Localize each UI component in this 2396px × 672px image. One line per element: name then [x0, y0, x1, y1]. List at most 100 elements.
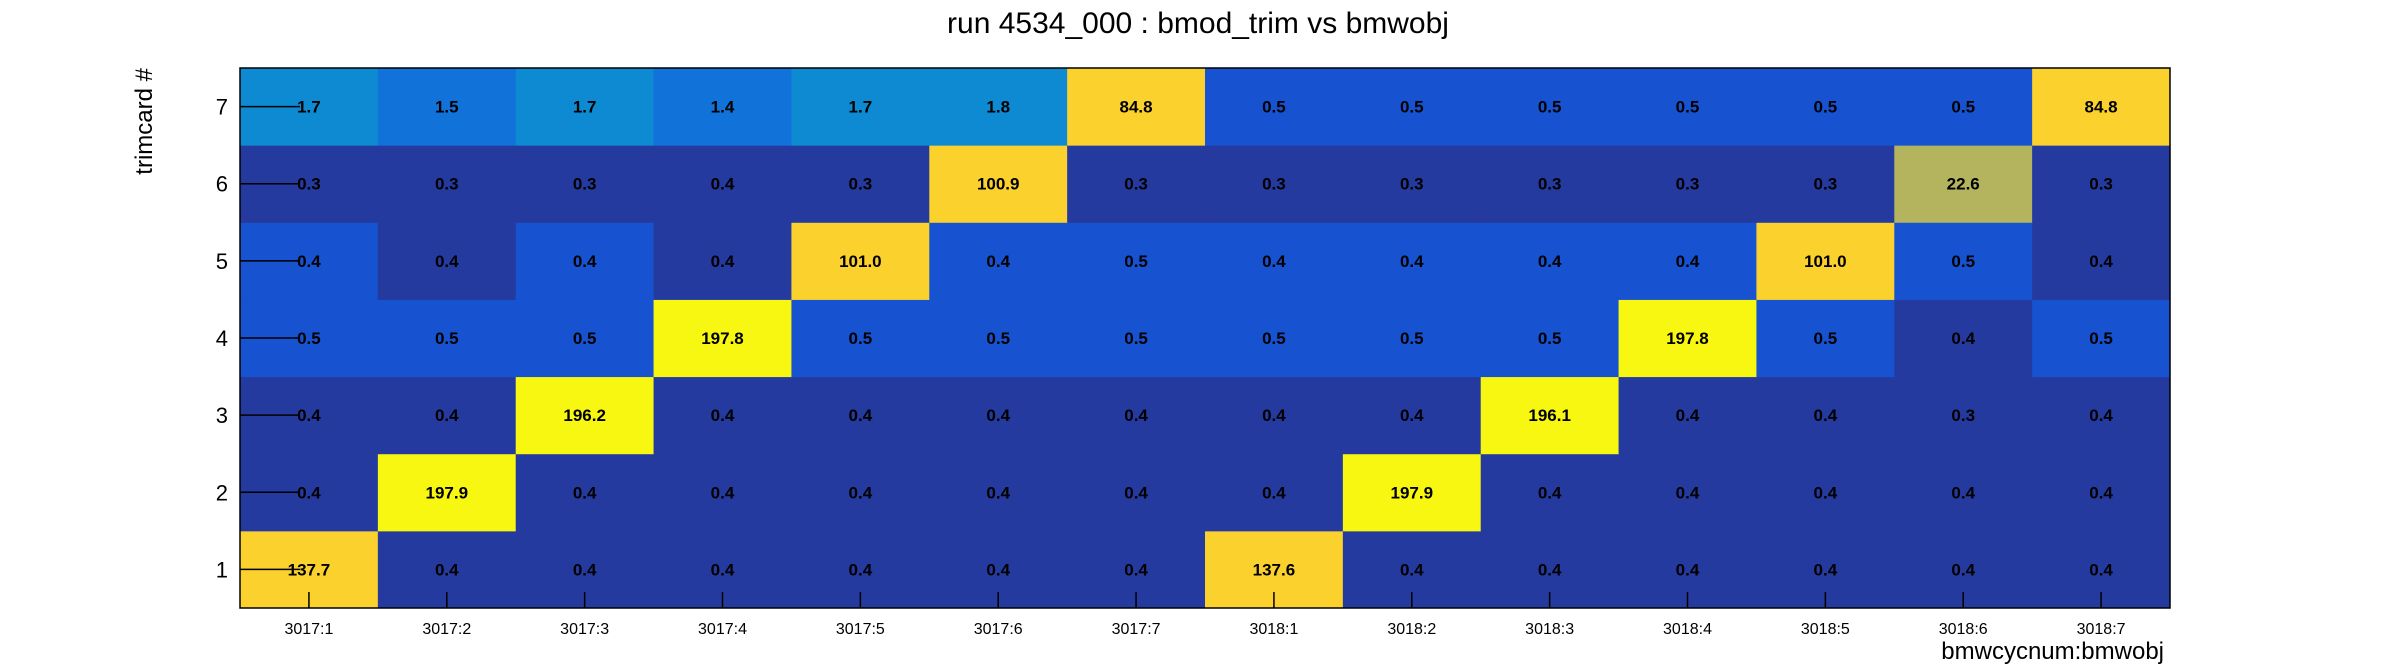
cell-value-label: 0.4 — [711, 560, 735, 579]
cell-value-label: 0.5 — [435, 329, 459, 348]
x-tick-label: 3018:1 — [1249, 621, 1298, 638]
heatmap-cell — [1756, 299, 1895, 378]
heatmap-cell — [1480, 299, 1620, 378]
heatmap-cell — [1480, 68, 1620, 146]
heatmap-cell — [653, 222, 792, 300]
cell-value-label: 0.5 — [986, 329, 1010, 348]
heatmap-cell — [1480, 376, 1620, 455]
x-tick-label: 3017:6 — [974, 621, 1023, 638]
x-tick-label: 3018:7 — [2077, 621, 2126, 638]
axes: 1 2 3 4 5 6 7 3017:1 3017:2 3017:3 3017:4 3017:5 301… — [216, 95, 2126, 638]
cell-value-label: 0.4 — [1262, 483, 1286, 502]
heatmap-cell — [377, 145, 517, 223]
heatmap-cell — [929, 453, 1068, 532]
cell-value-label: 0.4 — [297, 483, 321, 502]
heatmap-cell — [2032, 68, 2171, 146]
cell-value-label: 0.4 — [1814, 560, 1838, 579]
cell-value-label: 0.3 — [435, 175, 459, 194]
cell-value-label: 0.5 — [1814, 98, 1838, 117]
heatmap-cells — [240, 68, 2171, 609]
cell-value-labels: 137.7 0.4 0.4 0.4 0.4 0.4 0.4 137.6 0.4 0.4 0.4 0.4… — [288, 98, 2118, 580]
x-tick-label: 3018:4 — [1663, 621, 1712, 638]
x-tick-label: 3017:4 — [698, 621, 747, 638]
cell-value-label: 0.5 — [1400, 329, 1424, 348]
cell-value-label: 0.4 — [297, 252, 321, 271]
cell-value-label: 0.4 — [1676, 406, 1700, 425]
x-tick-label: 3018:2 — [1387, 621, 1436, 638]
heatmap-cell — [1067, 376, 1206, 455]
heatmap-cell — [1342, 222, 1482, 300]
cell-value-label: 0.3 — [1262, 175, 1286, 194]
cell-value-label: 197.9 — [1391, 483, 1434, 502]
heatmap-cell — [377, 68, 517, 146]
cell-value-label: 197.9 — [426, 483, 469, 502]
cell-value-label: 0.4 — [711, 483, 735, 502]
cell-value-label: 137.6 — [1253, 560, 1296, 579]
heatmap-cell — [1205, 68, 1344, 146]
cell-value-label: 0.3 — [1676, 175, 1700, 194]
y-tick-label: 5 — [216, 249, 228, 274]
cell-value-label: 0.4 — [1538, 560, 1562, 579]
heatmap-cell — [653, 453, 792, 532]
heatmap-cell — [1342, 145, 1482, 223]
cell-value-label: 0.5 — [297, 329, 321, 348]
heatmap-cell — [1756, 222, 1895, 300]
heatmap-cell — [1756, 453, 1895, 532]
heatmap-cell — [1205, 453, 1344, 532]
cell-value-label: 1.4 — [711, 98, 735, 117]
cell-value-label: 0.4 — [1262, 406, 1286, 425]
heatmap-cell — [791, 376, 930, 455]
cell-value-label: 101.0 — [1804, 252, 1847, 271]
heatmap-cell — [653, 68, 792, 146]
heatmap-cell — [791, 299, 930, 378]
cell-value-label: 0.5 — [1951, 252, 1975, 271]
heatmap-cell — [1894, 299, 2033, 378]
cell-value-label: 0.5 — [1124, 252, 1148, 271]
cell-value-label: 1.8 — [986, 98, 1010, 117]
heatmap-cell — [1618, 453, 1757, 532]
heatmap-cell — [1067, 145, 1206, 223]
cell-value-label: 0.4 — [297, 406, 321, 425]
heatmap-cell — [377, 299, 517, 378]
heatmap-cell — [2032, 376, 2171, 455]
heatmap-cell — [2032, 453, 2171, 532]
cell-value-label: 0.4 — [2089, 483, 2113, 502]
heatmap-cell — [1894, 145, 2033, 223]
x-tick-label: 3018:6 — [1939, 621, 1988, 638]
cell-value-label: 0.3 — [1124, 175, 1148, 194]
cell-value-label: 0.3 — [2089, 175, 2113, 194]
heatmap-cell — [1756, 145, 1895, 223]
cell-value-label: 0.4 — [573, 483, 597, 502]
heatmap-cell — [515, 453, 655, 532]
cell-value-label: 0.4 — [1676, 560, 1700, 579]
heatmap-cell — [1205, 299, 1344, 378]
heatmap-cell — [1205, 376, 1344, 455]
cell-value-label: 0.4 — [1676, 252, 1700, 271]
cell-value-label: 0.5 — [1538, 98, 1562, 117]
cell-value-label: 0.3 — [1400, 175, 1424, 194]
cell-value-label: 0.5 — [1262, 98, 1286, 117]
cell-value-label: 0.4 — [573, 252, 597, 271]
chart-title: run 4534_000 : bmod_trim vs bmwobj — [947, 7, 1449, 40]
cell-value-label: 0.5 — [1262, 329, 1286, 348]
heatmap-cell — [1067, 453, 1206, 532]
cell-value-label: 0.3 — [1538, 175, 1562, 194]
cell-value-label: 0.3 — [849, 175, 873, 194]
heatmap-cell — [1067, 222, 1206, 300]
x-tick-label: 3017:1 — [284, 621, 333, 638]
cell-value-label: 0.5 — [1124, 329, 1148, 348]
cell-value-label: 0.4 — [1124, 560, 1148, 579]
heatmap-cell — [653, 145, 792, 223]
x-tick-label: 3017:3 — [560, 621, 609, 638]
x-tick-label: 3017:2 — [422, 621, 471, 638]
heatmap-cell — [653, 376, 792, 455]
y-tick-label: 2 — [216, 480, 228, 505]
cell-value-label: 0.4 — [435, 560, 459, 579]
cell-value-label: 0.4 — [1951, 329, 1975, 348]
cell-value-label: 0.5 — [573, 329, 597, 348]
heatmap-cell — [1756, 376, 1895, 455]
cell-value-label: 0.4 — [1951, 483, 1975, 502]
cell-value-label: 1.7 — [573, 98, 597, 117]
cell-value-label: 0.4 — [711, 406, 735, 425]
cell-value-label: 0.4 — [1814, 406, 1838, 425]
